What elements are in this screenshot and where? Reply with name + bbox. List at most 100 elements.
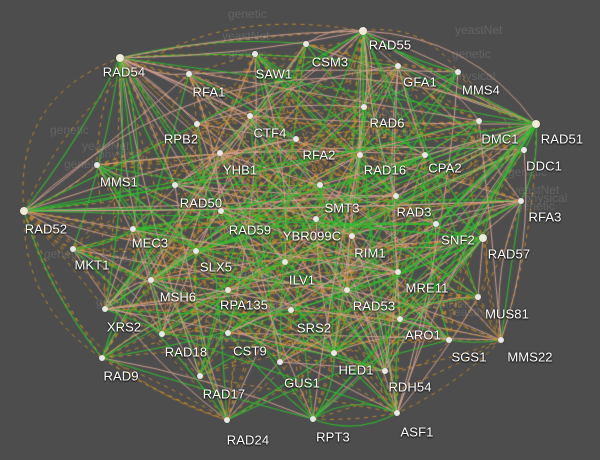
node-label-srs2: SRS2	[296, 320, 332, 336]
graph-node-rim1[interactable]	[348, 232, 356, 240]
graph-node-yhb1[interactable]	[216, 149, 224, 157]
graph-node-mre11[interactable]	[394, 268, 402, 276]
node-label-smt3: SMT3	[324, 200, 360, 216]
graph-node-rad51[interactable]	[532, 120, 540, 128]
node-label-ddc1: DDC1	[526, 158, 562, 174]
graph-node-rad53[interactable]	[343, 286, 351, 294]
graph-node-rad16[interactable]	[356, 151, 364, 159]
graph-node-snf2[interactable]	[479, 234, 487, 242]
node-label-rim1: RIM1	[354, 245, 386, 261]
graph-node-mms1[interactable]	[93, 161, 101, 169]
node-label-rfa1: RFA1	[192, 84, 226, 100]
node-label-asf1: ASF1	[400, 424, 434, 440]
node-label-rad18: RAD18	[164, 344, 208, 360]
graph-node-rad6[interactable]	[360, 103, 368, 111]
graph-node-rad55[interactable]	[359, 27, 367, 35]
node-label-mus81: MUS81	[485, 306, 529, 322]
node-label-mms1: MMS1	[100, 174, 138, 190]
graph-node-mkt1[interactable]	[69, 245, 77, 253]
node-label-gfa1: GFA1	[403, 74, 437, 90]
graph-node-xrs2[interactable]	[101, 305, 109, 313]
node-label-rad9: RAD9	[103, 368, 139, 384]
graph-node-ddc1_n[interactable]	[520, 146, 528, 154]
graph-node-dmc1[interactable]	[475, 117, 483, 125]
node-label-rad54: RAD54	[102, 64, 146, 80]
graph-node-gus1[interactable]	[276, 358, 284, 366]
graph-node-mms22[interactable]	[497, 336, 505, 344]
node-label-yhb1: YHB1	[222, 162, 258, 178]
node-label-aro1: ARO1	[405, 327, 441, 343]
node-label-rad16: RAD16	[363, 162, 407, 178]
node-label-rdh54: RDH54	[388, 379, 432, 395]
graph-node-ybr099c[interactable]	[312, 215, 320, 223]
node-label-msh6: MSH6	[159, 289, 197, 305]
graph-node-rfa2[interactable]	[292, 135, 300, 143]
node-label-xrs2: XRS2	[106, 319, 142, 335]
node-label-ilv1: ILV1	[288, 272, 316, 288]
node-label-rad59: RAD59	[228, 222, 272, 238]
graph-node-asf1[interactable]	[393, 409, 401, 417]
node-label-rfa3: RFA3	[528, 209, 562, 225]
node-label-mms4: MMS4	[462, 82, 500, 98]
node-label-rad51: RAD51	[540, 131, 584, 147]
node-label-rad53: RAD53	[352, 298, 396, 314]
node-label-ybr099c: YBR099C	[282, 228, 342, 244]
graph-node-rpb2[interactable]	[193, 120, 201, 128]
graph-node-aro1[interactable]	[396, 315, 404, 323]
graph-node-rad17[interactable]	[196, 372, 204, 380]
graph-node-rpa135[interactable]	[224, 286, 232, 294]
graph-node-mec3[interactable]	[129, 225, 137, 233]
graph-node-hed1[interactable]	[330, 349, 338, 357]
graph-node-rad9[interactable]	[98, 354, 106, 362]
graph-node-sgs1[interactable]	[445, 336, 453, 344]
graph-node-rad59[interactable]	[217, 207, 225, 215]
node-label-rad6: RAD6	[369, 115, 405, 131]
node-label-snf2: SNF2	[441, 232, 475, 248]
graph-node-rad57[interactable]	[432, 220, 440, 228]
node-label-mre11: MRE11	[405, 280, 449, 296]
graph-node-rfa1[interactable]	[185, 70, 193, 78]
node-label-rad57: RAD57	[487, 246, 531, 262]
node-label-mec3: MEC3	[131, 235, 169, 251]
node-label-sgs1: SGS1	[451, 349, 487, 365]
graph-node-rad50[interactable]	[171, 181, 179, 189]
graph-node-rpt3[interactable]	[309, 415, 317, 423]
node-label-rad52: RAD52	[24, 221, 68, 237]
graph-node-rfa3[interactable]	[517, 197, 525, 205]
node-label-rad50: RAD50	[179, 195, 223, 211]
graph-node-rad3[interactable]	[392, 192, 400, 200]
graph-node-rad52[interactable]	[20, 207, 28, 215]
graph-node-srs2[interactable]	[287, 306, 295, 314]
node-label-rad24: RAD24	[226, 432, 270, 448]
graph-node-msh6[interactable]	[147, 276, 155, 284]
graph-node-slx5[interactable]	[192, 247, 200, 255]
node-label-cst9: CST9	[233, 343, 267, 359]
node-label-rad55: RAD55	[368, 37, 412, 53]
node-label-slx5: SLX5	[199, 259, 233, 275]
node-label-rfa2: RFA2	[302, 147, 336, 163]
graph-node-ctf4[interactable]	[246, 112, 254, 120]
node-label-rpa135: RPA135	[219, 297, 269, 313]
graph-node-gfa1[interactable]	[394, 62, 402, 70]
node-label-hed1: HED1	[338, 362, 374, 378]
graph-node-smt3[interactable]	[316, 181, 324, 189]
graph-node-ilv1[interactable]	[281, 258, 289, 266]
graph-node-saw1_n[interactable]	[251, 50, 259, 58]
node-label-csm3: CSM3	[311, 54, 349, 70]
node-label-dmc1: DMC1	[481, 131, 519, 147]
graph-node-mms4[interactable]	[454, 68, 462, 76]
graph-node-cst9[interactable]	[224, 329, 232, 337]
graph-node-rad18[interactable]	[158, 330, 166, 338]
graph-node-cpa2[interactable]	[421, 151, 429, 159]
graph-node-mus81[interactable]	[474, 293, 482, 301]
node-label-rad17: RAD17	[202, 386, 246, 402]
graph-node-rad54[interactable]	[116, 54, 124, 62]
graph-node-csm3[interactable]	[302, 40, 310, 48]
node-label-saw1: SAW1	[255, 66, 293, 82]
graph-node-rdh54[interactable]	[381, 367, 389, 375]
node-label-rad3: RAD3	[396, 204, 432, 220]
node-label-cpa2: CPA2	[428, 160, 462, 176]
graph-node-rad24[interactable]	[223, 416, 231, 424]
